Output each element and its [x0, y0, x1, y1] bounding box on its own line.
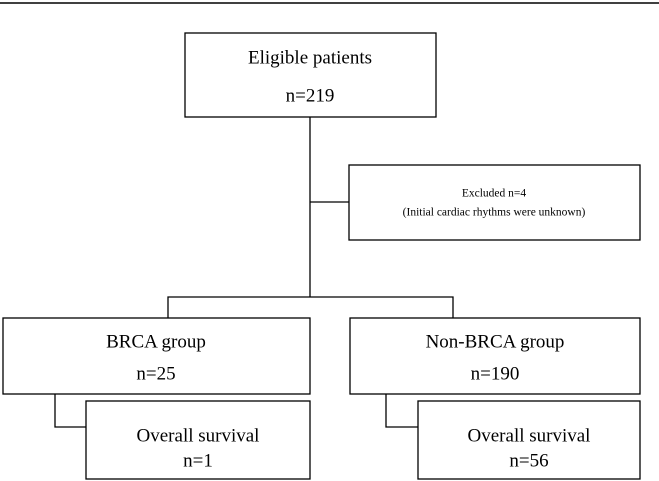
node-count: n=190: [471, 363, 520, 384]
connector: [385, 394, 418, 428]
node-label: Excluded n=4: [462, 188, 527, 200]
node-box: [2, 317, 311, 395]
node-box: [85, 400, 311, 480]
node-box: [184, 32, 437, 118]
node-label: BRCA group: [106, 331, 206, 352]
node-count: n=219: [286, 85, 335, 106]
node-count: n=25: [136, 363, 175, 384]
node-count: (Initial cardiac rhythms were unknown): [403, 207, 586, 219]
node-label: Overall survival: [468, 425, 591, 446]
node-box: [349, 317, 641, 395]
node-count: n=56: [509, 450, 548, 471]
node-label: Non-BRCA group: [426, 331, 565, 352]
node-box: [417, 400, 641, 480]
connector: [167, 296, 454, 318]
node-label: Eligible patients: [248, 47, 372, 68]
node-count: n=1: [183, 450, 213, 471]
node-label: Overall survival: [137, 425, 260, 446]
connector: [54, 394, 86, 428]
node-box: [348, 164, 641, 241]
